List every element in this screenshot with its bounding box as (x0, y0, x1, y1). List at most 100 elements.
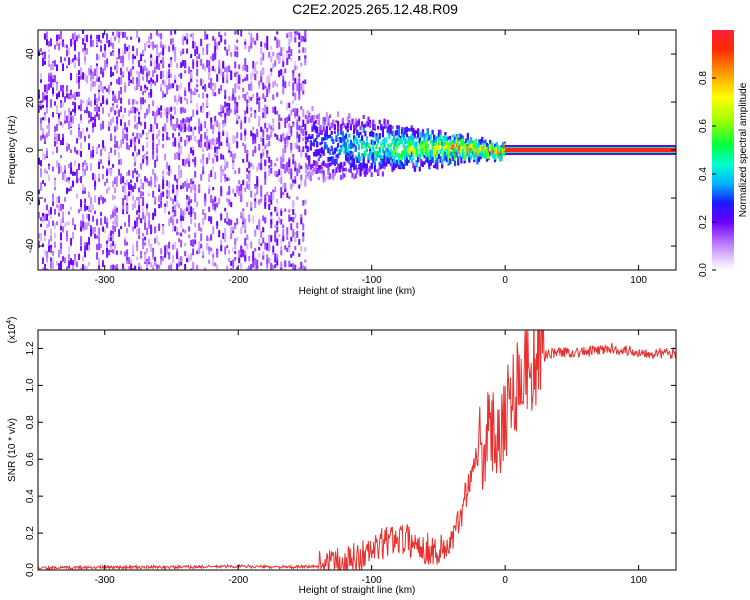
spectrogram-cell (156, 44, 159, 50)
spectrogram-cell (300, 83, 303, 91)
spectrogram-cell (44, 84, 47, 93)
spectrogram-cell (468, 153, 471, 158)
spectrogram-cell (216, 222, 219, 229)
spectrogram-cell (190, 268, 193, 270)
spectrogram-cell (254, 133, 257, 142)
spectrogram-cell (174, 30, 177, 35)
spectrogram-cell (314, 138, 317, 143)
spectrogram-cell (485, 157, 489, 162)
spectrogram-cell (164, 206, 167, 214)
spectrogram-cell (78, 150, 81, 156)
spectrogram-cell (234, 85, 237, 94)
spectrogram-cell (294, 60, 297, 67)
spectrogram-cell (54, 186, 57, 191)
spectrogram-cell (194, 87, 197, 94)
spectrogram-cell (138, 266, 141, 270)
spectrogram-cell (218, 137, 221, 143)
spectrogram-cell (114, 208, 117, 217)
spectrogram-cell (152, 41, 155, 48)
spectrogram-cell (160, 248, 163, 255)
spectrogram-cell (38, 189, 40, 195)
spectrogram-cell (124, 267, 127, 270)
spectrogram-cell (62, 102, 65, 108)
spectrogram-cell (264, 104, 267, 112)
spectrogram-cell (98, 173, 101, 182)
spectrogram-cell (354, 124, 357, 131)
spectrogram-cell (208, 82, 211, 89)
spectrogram-cell (266, 261, 269, 269)
spectrogram-cell (200, 106, 203, 110)
spectrogram-cell (130, 79, 133, 84)
spectrogram-cell (444, 135, 447, 141)
spectrogram-cell (286, 33, 289, 39)
spectrogram-cell (118, 109, 121, 117)
spectrogram-cell (230, 201, 233, 208)
spectrogram-cell (341, 131, 344, 137)
spectrogram-cell (186, 258, 189, 263)
spectrogram-cell (290, 49, 293, 56)
spectrogram-cell (190, 253, 193, 261)
spectrogram-cell (76, 262, 79, 268)
spectrogram-cell (447, 136, 450, 141)
spectrogram-cell (182, 48, 185, 55)
spectrogram-cell (200, 123, 203, 127)
spectrogram-cell (196, 264, 199, 270)
spectrogram-cell (336, 163, 340, 169)
spectrogram-cell (200, 159, 203, 164)
spectrogram-cell (62, 133, 65, 142)
spectrogram-cell (224, 218, 227, 223)
spectrogram-cell (120, 250, 123, 255)
spectrogram-cell (132, 247, 135, 256)
spectrogram-cell (90, 163, 93, 171)
spectrogram-cell (120, 119, 123, 126)
spectrogram-cell (160, 83, 163, 88)
spectrogram-cell (68, 246, 71, 252)
spectrogram-cell (356, 120, 359, 125)
spectrogram-cell (240, 227, 243, 235)
spectrogram-cell (60, 155, 63, 159)
spectrogram-cell (44, 111, 47, 116)
spectrogram-cell (68, 188, 71, 192)
spectrogram-cell (266, 35, 269, 44)
spectrogram-cell (383, 118, 386, 125)
spectrogram-cell (102, 52, 105, 58)
spectrogram-cell (324, 121, 327, 126)
spectrogram-cell (72, 94, 75, 99)
spectrogram-cell (317, 133, 320, 137)
spectrogram-cell (116, 30, 119, 37)
spectrogram-cell (246, 64, 249, 73)
spectrogram-cell (166, 110, 169, 116)
spectrogram-cell (300, 214, 303, 218)
spectrogram-cell (204, 201, 207, 207)
spectrogram-cell (292, 181, 295, 187)
spectrogram-cell (394, 141, 397, 146)
spectrogram-cell (344, 133, 348, 139)
spectrogram-cell (134, 156, 137, 163)
spectrogram-cell (50, 236, 53, 242)
spectrogram-cell (146, 227, 149, 235)
spectrogram-cell (294, 231, 297, 236)
spectrogram-cell (228, 65, 231, 73)
spectrogram-cell (445, 145, 449, 151)
spectrogram-cell (309, 171, 312, 178)
spectrogram-cell (246, 106, 249, 114)
spectrogram-cell (74, 54, 77, 61)
spectrogram-cell (417, 151, 420, 157)
spectrogram-cell (482, 142, 485, 147)
spectrogram-cell (150, 41, 153, 47)
y-tick-label: -40 (25, 238, 36, 253)
spectrogram-cell (348, 115, 351, 119)
spectrogram-cell (288, 102, 291, 108)
spectrogram-cell (188, 117, 191, 123)
spectrogram-cell (421, 140, 425, 146)
spectrogram-cell (449, 138, 452, 145)
spectrogram-cell (250, 96, 253, 101)
spectrogram-cell (260, 80, 263, 85)
spectrogram-cell (80, 236, 83, 244)
spectrogram-cell (88, 237, 91, 245)
spectrogram-cell (50, 207, 53, 215)
spectrogram-cell (170, 59, 173, 68)
spectrogram-cell (252, 215, 255, 224)
spectrogram-cell (172, 218, 175, 226)
spectrogram-cell (338, 163, 341, 169)
